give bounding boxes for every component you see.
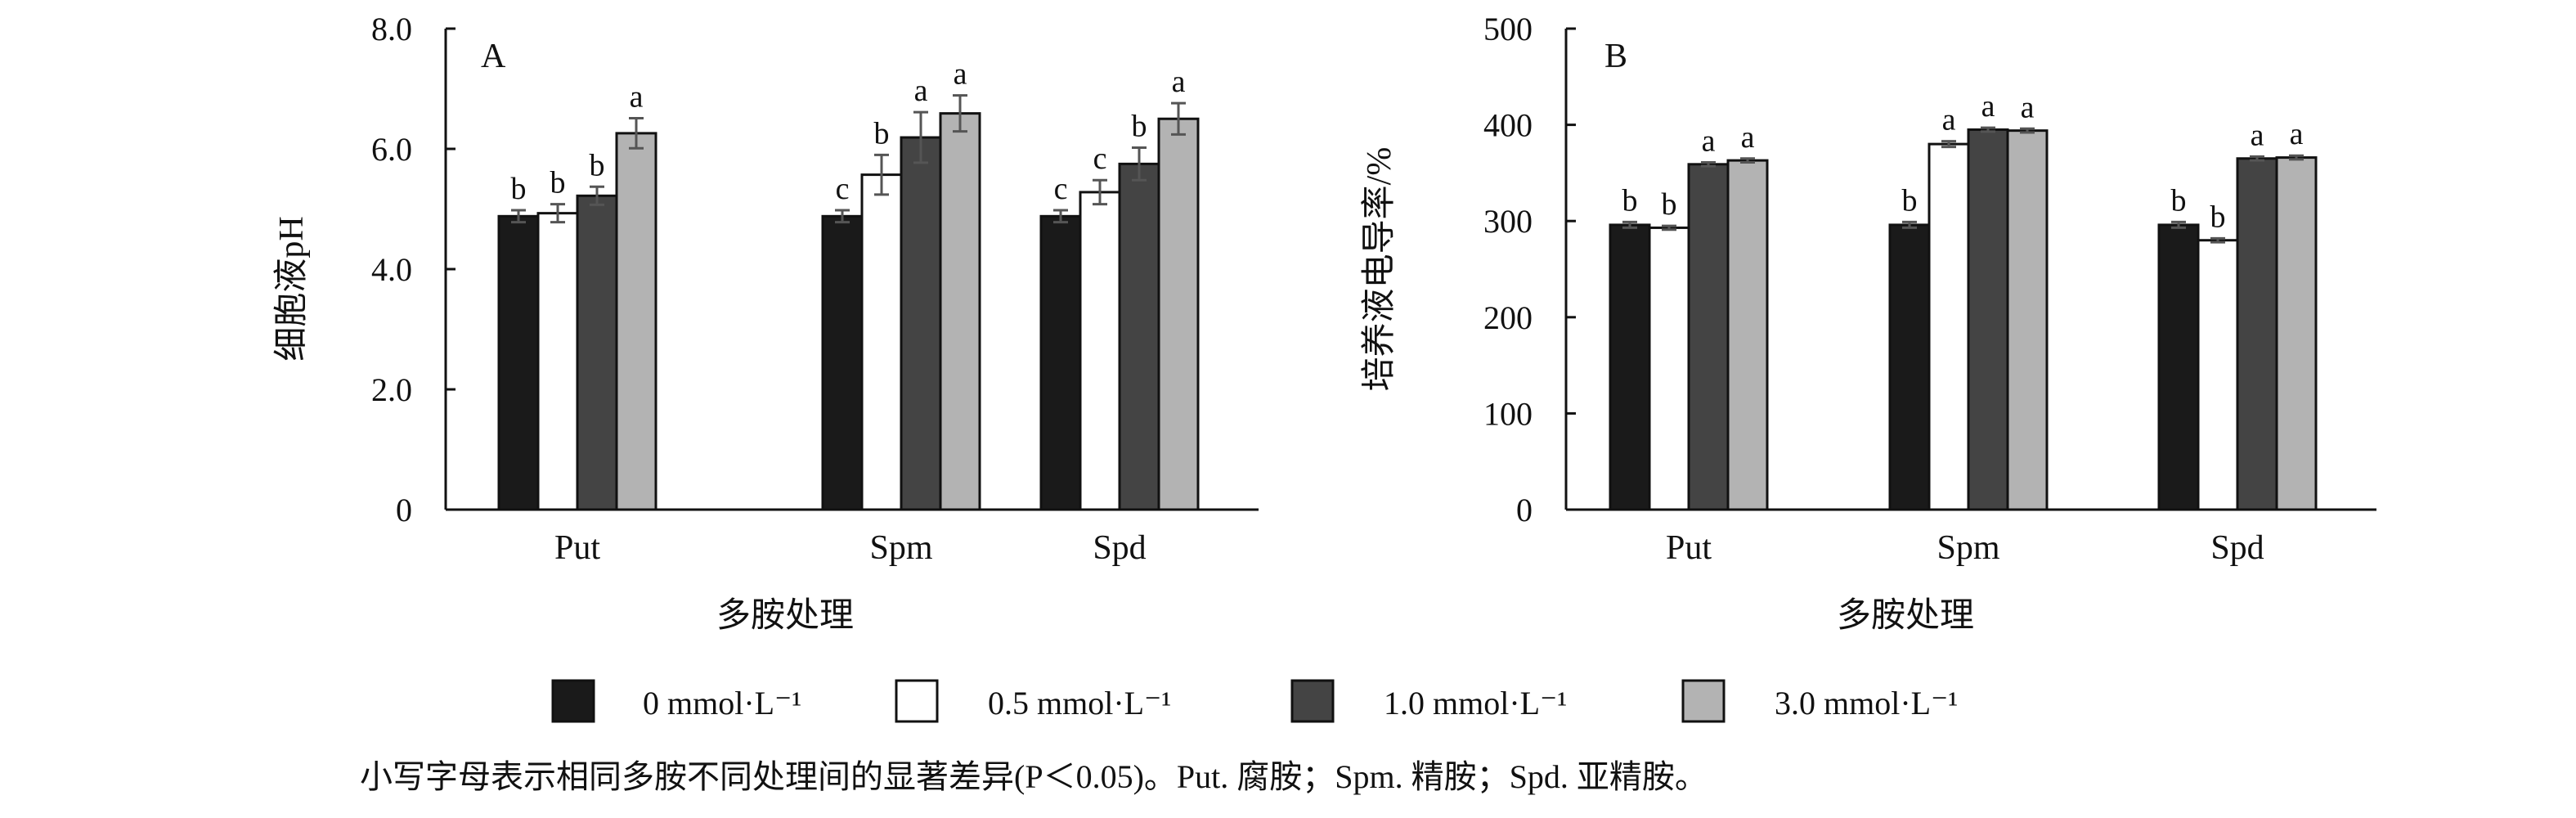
panel-b-label: B [1604, 38, 1627, 75]
legend-item-2: 1.0 mmol·L⁻¹ [1290, 679, 1567, 723]
bar [939, 112, 981, 511]
bar [615, 132, 657, 511]
significance-letter: b [874, 116, 890, 151]
legend: 0 mmol·L⁻¹ 0.5 mmol·L⁻¹ 1.0 mmol·L⁻¹ 3.0… [551, 679, 1958, 723]
legend-swatch-0 [551, 679, 595, 723]
y-tick-label: 8.0 [371, 11, 412, 47]
bar [536, 212, 579, 511]
legend-item-0: 0 mmol·L⁻¹ [551, 679, 801, 723]
bar [1039, 214, 1082, 511]
panel-a-label: A [481, 38, 506, 75]
significance-letter: b [511, 172, 527, 206]
panel-b: B 培养液电导率/% 多胺处理 0 100 200 300 400 500 Put Spm Sp… [1360, 11, 2376, 635]
bar [2157, 223, 2200, 511]
legend-item-1: 0.5 mmol·L⁻¹ [895, 679, 1171, 723]
legend-swatch-2 [1290, 679, 1335, 723]
significance-letter: a [914, 74, 928, 108]
legend-swatch-3 [1681, 679, 1726, 723]
bar [576, 194, 618, 511]
bar [1157, 117, 1200, 511]
significance-letter: c [1054, 172, 1068, 206]
x-tick-label: Put [1666, 529, 1712, 567]
significance-letter: a [1942, 103, 1956, 137]
significance-letter: b [2171, 183, 2187, 218]
bar [1687, 163, 1730, 511]
bar [2197, 239, 2239, 511]
x-tick-label: Spd [1093, 529, 1146, 567]
legend-item-3: 3.0 mmol·L⁻¹ [1681, 679, 1958, 723]
x-tick-label: Spd [2210, 529, 2264, 567]
significance-letter: c [1093, 142, 1107, 176]
panel-b-ylabel: 培养液电导率/% [1360, 147, 1398, 392]
bar [1609, 223, 1651, 511]
significance-letter: a [1172, 65, 1186, 99]
y-tick-label: 6.0 [371, 131, 412, 168]
legend-label-0: 0 mmol·L⁻¹ [643, 685, 801, 721]
significance-letter: b [1902, 183, 1918, 218]
significance-letter: b [1132, 110, 1147, 144]
significance-letter: b [1622, 183, 1638, 218]
significance-letter: b [2210, 200, 2226, 234]
x-tick-label: Put [554, 529, 600, 567]
significance-letter: b [550, 166, 566, 200]
y-tick-label: 2.0 [371, 371, 412, 408]
bar [1967, 128, 2009, 511]
bar [821, 214, 864, 511]
x-tick-label: Spm [869, 529, 932, 567]
significance-letter: b [1662, 187, 1677, 222]
significance-letter: a [954, 57, 967, 92]
y-tick-label: 100 [1483, 395, 1533, 432]
bar [1648, 226, 1690, 511]
bar [2275, 156, 2318, 511]
bar [1079, 191, 1121, 511]
panel-b-xlabel: 多胺处理 [1837, 597, 1974, 635]
x-tick-label: Spm [1936, 529, 1999, 567]
bar [1118, 162, 1160, 511]
figure-caption: 小写字母表示相同多胺不同处理间的显著差异(P＜0.05)。Put. 腐胺；Spm… [360, 758, 1708, 795]
y-tick-label: 300 [1483, 203, 1533, 240]
y-tick-label: 500 [1483, 11, 1533, 47]
panel-a-xlabel: 多胺处理 [716, 597, 854, 635]
significance-letter: a [1702, 124, 1716, 158]
significance-letter: a [2251, 118, 2264, 152]
significance-letter: a [1981, 89, 1995, 124]
bar [497, 214, 540, 511]
legend-label-3: 3.0 mmol·L⁻¹ [1775, 685, 1958, 721]
significance-letter: a [2021, 90, 2035, 124]
y-tick-label: 200 [1483, 299, 1533, 336]
legend-label-1: 0.5 mmol·L⁻¹ [988, 685, 1171, 721]
y-tick-label: 0 [396, 492, 412, 528]
bar [900, 136, 942, 511]
y-tick-label: 400 [1483, 107, 1533, 144]
significance-letter: a [1741, 120, 1755, 155]
significance-letter: a [630, 80, 644, 115]
y-tick-label: 4.0 [371, 251, 412, 288]
bar [1888, 223, 1931, 511]
bar [1928, 142, 1970, 511]
significance-letter: a [2290, 117, 2304, 151]
significance-letter: b [590, 148, 605, 182]
bar [1726, 159, 1769, 511]
bar [2006, 129, 2049, 511]
legend-swatch-1 [895, 679, 939, 723]
bar [2236, 157, 2278, 511]
bar [860, 173, 903, 511]
panel-a-ylabel: 细胞液pH [273, 216, 311, 361]
legend-label-2: 1.0 mmol·L⁻¹ [1384, 685, 1567, 721]
y-tick-label: 0 [1516, 492, 1533, 528]
significance-letter: c [836, 172, 850, 206]
